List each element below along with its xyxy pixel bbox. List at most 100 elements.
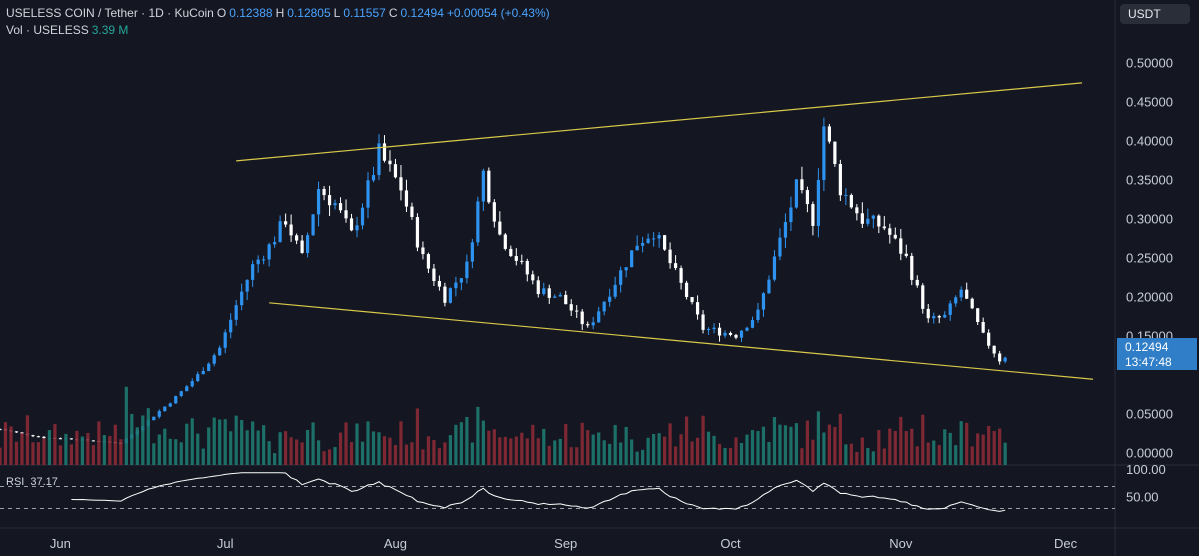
volume-bar xyxy=(223,419,227,465)
candle-body xyxy=(750,320,755,328)
candle-body xyxy=(668,249,672,264)
volume-bar xyxy=(289,437,293,465)
candle-body xyxy=(580,311,584,325)
volume-bar xyxy=(119,439,123,465)
last-price-tag: 0.12494 13:47:48 xyxy=(1117,338,1197,370)
volume-bar xyxy=(652,434,656,465)
candle-body xyxy=(234,305,238,320)
candle-body xyxy=(229,319,233,333)
candle-body xyxy=(42,436,46,439)
candle-body xyxy=(355,225,359,231)
volume-bar xyxy=(619,442,623,465)
volume-bar xyxy=(970,446,974,465)
candle-body xyxy=(893,234,897,239)
candle-body xyxy=(509,248,513,257)
volume-bar xyxy=(91,445,95,465)
volume-bar xyxy=(855,451,859,465)
candle-body xyxy=(816,180,820,226)
volume-bar xyxy=(240,420,244,465)
candle-body xyxy=(157,411,161,417)
candle-body xyxy=(575,310,579,312)
last-price-value: 0.12494 xyxy=(1125,340,1169,354)
volume-bar xyxy=(393,445,398,465)
candle-body xyxy=(256,259,260,265)
volume-bar xyxy=(481,420,485,465)
volume-bar xyxy=(630,439,634,465)
candle-body xyxy=(695,302,700,315)
candle-body xyxy=(959,289,963,298)
volume-bar xyxy=(382,436,387,465)
candle-body xyxy=(437,281,442,287)
volume-bar xyxy=(256,430,260,465)
high-value: 0.12805 xyxy=(287,6,331,20)
volume-bar xyxy=(157,434,161,465)
volume-bar xyxy=(108,435,112,465)
volume-bar xyxy=(36,442,41,465)
candle-body xyxy=(20,432,24,434)
volume-bar xyxy=(739,442,744,465)
volume-bar xyxy=(641,449,645,465)
volume-bar xyxy=(415,408,420,465)
candle-body xyxy=(251,264,255,280)
volume-bar xyxy=(9,426,13,465)
volume-bar xyxy=(251,421,255,465)
candle-body xyxy=(706,329,711,331)
volume-bar xyxy=(338,432,343,465)
volume-bar xyxy=(426,436,431,465)
symbol-title: USELESS COIN / Tether · 1D · KuCoin xyxy=(6,6,214,20)
rsi-header: RSI 37.17 xyxy=(6,476,64,488)
candle-body xyxy=(185,386,189,392)
candle-body xyxy=(915,279,919,286)
volume-bar xyxy=(278,432,282,465)
candle-body xyxy=(190,381,194,387)
volume-bar xyxy=(97,421,101,465)
candle-body xyxy=(888,228,892,235)
volume-bar xyxy=(53,424,57,465)
volume-bar xyxy=(904,431,908,465)
candle-body xyxy=(937,316,941,318)
volume-bar xyxy=(80,436,84,465)
volume-bar xyxy=(723,447,727,465)
volume-bar xyxy=(1003,442,1007,465)
candle-body xyxy=(201,371,205,375)
volume-bar xyxy=(273,453,277,465)
volume-bar xyxy=(31,442,35,465)
candle-body xyxy=(783,222,788,238)
candle-body xyxy=(948,303,952,315)
x-tick-label: Oct xyxy=(720,536,741,551)
volume-bar xyxy=(322,451,326,465)
candle-body xyxy=(371,175,376,181)
volume-bar xyxy=(564,423,568,465)
candle-body xyxy=(877,215,881,227)
volume-bar xyxy=(470,442,474,465)
volume-bar xyxy=(575,447,579,465)
candle-body xyxy=(481,170,485,202)
candle-body xyxy=(630,250,634,268)
candle-body xyxy=(415,217,420,248)
candle-body xyxy=(218,347,222,356)
candle-body xyxy=(295,235,299,241)
candle-body xyxy=(800,179,804,191)
volume-bar xyxy=(3,422,8,465)
candle-body xyxy=(393,164,398,178)
volume-bar xyxy=(536,438,540,465)
candle-body xyxy=(641,242,645,246)
volume-bar xyxy=(882,448,886,465)
y-tick-label: 0.30000 xyxy=(1126,211,1173,226)
open-value: 0.12388 xyxy=(229,6,273,20)
volume-bar xyxy=(943,429,947,465)
currency-button[interactable]: USDT xyxy=(1120,4,1190,24)
candle-body xyxy=(794,179,799,208)
y-tick-label: 0.40000 xyxy=(1126,133,1173,148)
volume-bar xyxy=(772,417,777,465)
candle-body xyxy=(240,291,244,306)
candle-body xyxy=(421,247,425,255)
volume-bar xyxy=(932,440,936,465)
high-label: H xyxy=(275,6,285,20)
volume-bar xyxy=(465,416,469,465)
volume-bar xyxy=(245,430,249,465)
volume-bar xyxy=(492,429,496,465)
volume-bar xyxy=(811,439,815,465)
candle-body xyxy=(976,308,980,323)
